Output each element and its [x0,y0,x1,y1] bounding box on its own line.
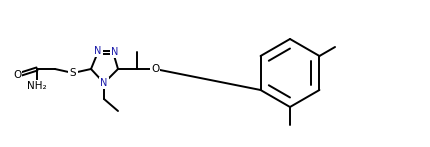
Text: N: N [94,46,101,56]
Text: S: S [70,68,76,78]
Text: NH₂: NH₂ [27,81,47,91]
Text: O: O [151,64,159,74]
Text: N: N [111,47,119,57]
Text: O: O [13,70,21,80]
Text: N: N [100,78,108,88]
